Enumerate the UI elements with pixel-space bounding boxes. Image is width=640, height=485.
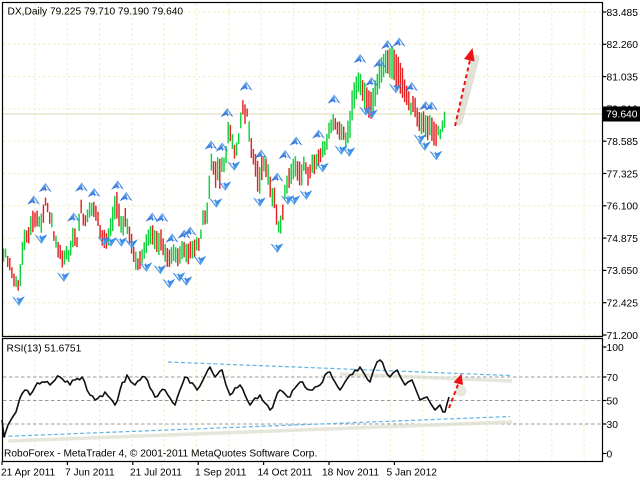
svg-text:73.650: 73.650 xyxy=(607,266,639,277)
svg-text:71.200: 71.200 xyxy=(607,331,639,342)
svg-text:50: 50 xyxy=(607,396,619,407)
svg-text:14 Oct 2011: 14 Oct 2011 xyxy=(258,468,313,479)
svg-text:21 Apr 2011: 21 Apr 2011 xyxy=(1,468,56,479)
svg-text:30: 30 xyxy=(607,420,619,431)
svg-text:1 Sep 2011: 1 Sep 2011 xyxy=(195,468,247,479)
svg-text:78.585: 78.585 xyxy=(607,137,639,148)
svg-text:82.260: 82.260 xyxy=(607,40,639,51)
svg-text:83.485: 83.485 xyxy=(607,8,639,19)
svg-text:18 Nov 2011: 18 Nov 2011 xyxy=(322,468,379,479)
svg-text:74.875: 74.875 xyxy=(607,234,639,245)
svg-text:5 Jan 2012: 5 Jan 2012 xyxy=(387,468,438,479)
svg-text:0: 0 xyxy=(607,449,613,460)
svg-text:79.640: 79.640 xyxy=(606,110,638,121)
svg-text:77.325: 77.325 xyxy=(607,169,639,180)
svg-text:DX,Daily 79.225 79.710 79.190: DX,Daily 79.225 79.710 79.190 79.640 xyxy=(8,7,184,18)
svg-text:72.425: 72.425 xyxy=(607,299,639,310)
svg-text:76.100: 76.100 xyxy=(607,202,639,213)
svg-text:RoboForex - MetaTrader 4, © 20: RoboForex - MetaTrader 4, © 2001-2011 Me… xyxy=(4,449,317,460)
svg-text:RSI(13) 51.6751: RSI(13) 51.6751 xyxy=(7,344,82,355)
svg-text:100: 100 xyxy=(607,343,624,354)
svg-text:7 Jun 2011: 7 Jun 2011 xyxy=(65,468,115,479)
svg-text:21 Jul 2011: 21 Jul 2011 xyxy=(130,468,182,479)
svg-text:81.035: 81.035 xyxy=(607,72,639,83)
svg-text:70: 70 xyxy=(607,373,619,384)
